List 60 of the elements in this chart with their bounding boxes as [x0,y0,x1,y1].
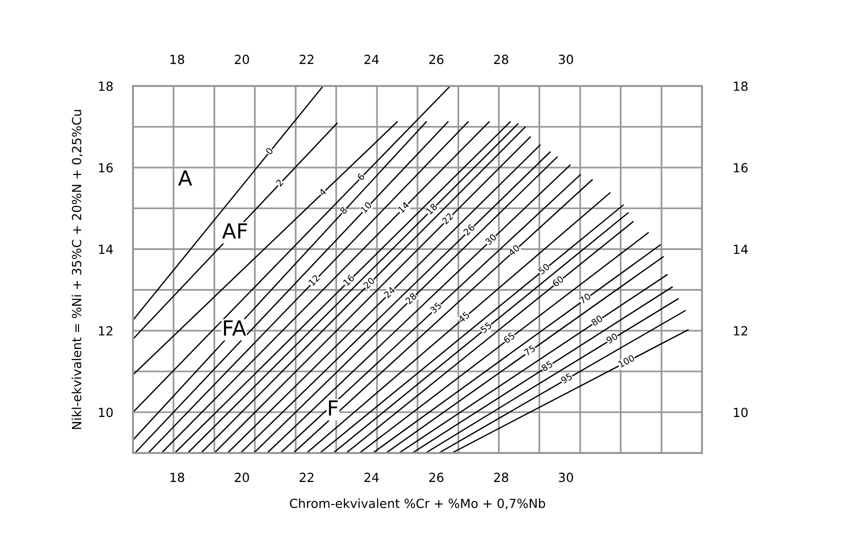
text: 24 [383,286,396,298]
x-tick-label: 22 [300,472,314,482]
text: 30 [484,233,497,246]
x-axis-title: Chrom-ekvivalent %Cr + %Mo + 0,7%Nb [290,498,546,510]
text: 100 [618,354,635,368]
x2-tick-label: 20 [234,54,249,64]
text: 2 [276,178,284,187]
x2-tick-label: 30 [558,54,574,64]
text: 75 [524,344,536,356]
text: 18 [426,202,438,215]
text: 0 [265,147,274,155]
text: 55 [480,322,492,334]
text: 8 [340,206,348,214]
y2-tick-label: 12 [734,326,748,336]
y-axis-title: Nikl-ekvivalent = %Ni + 35%C + 20%N + 0,25%Cu [72,110,83,429]
text: 45 [458,311,470,324]
x-tick-label: 30 [558,472,574,482]
text: 12 [308,274,320,286]
text: 65 [503,332,516,344]
x-tick-label: 18 [170,472,184,482]
x-tick-label: 24 [364,472,379,482]
annotation: A [178,170,192,186]
text: 35 [430,302,442,314]
y2-tick-label: 14 [734,244,748,254]
text: 90 [606,332,618,344]
annotation: AF [222,223,247,239]
text: 4 [318,188,327,196]
y-tick-label: 14 [99,244,113,254]
text: 60 [552,275,564,288]
x-tick-label: 28 [494,472,508,482]
y-tick-label: 16 [99,163,113,172]
text: 40 [508,244,520,256]
text: 14 [398,201,410,214]
text: 70 [578,292,592,304]
y2-tick-label: 18 [734,81,748,91]
text: 50 [538,263,550,275]
text: 80 [590,314,604,326]
x2-tick-label: 22 [300,54,314,64]
annotation: FA [224,320,246,336]
text: 22 [442,212,454,224]
y2-tick-label: 10 [734,408,748,418]
x2-tick-label: 28 [494,54,508,64]
x2-tick-label: 24 [364,54,379,64]
annotation: F [328,400,338,416]
text: 95 [560,372,573,384]
text: 28 [405,292,418,304]
y-tick-label: 10 [99,408,113,418]
y2-tick-label: 16 [734,163,748,172]
x-tick-label: 26 [429,472,444,482]
text: 85 [540,360,554,372]
text: 10 [360,201,372,214]
y-tick-label: 12 [99,326,112,336]
x-tick-label: 20 [234,472,249,482]
x2-tick-label: 18 [170,54,184,64]
text: 20 [362,276,376,290]
text: 16 [342,274,355,286]
y-tick-label: 18 [99,81,113,91]
text: 6 [356,172,365,181]
x2-tick-label: 26 [429,54,444,64]
text: 26 [462,224,476,236]
